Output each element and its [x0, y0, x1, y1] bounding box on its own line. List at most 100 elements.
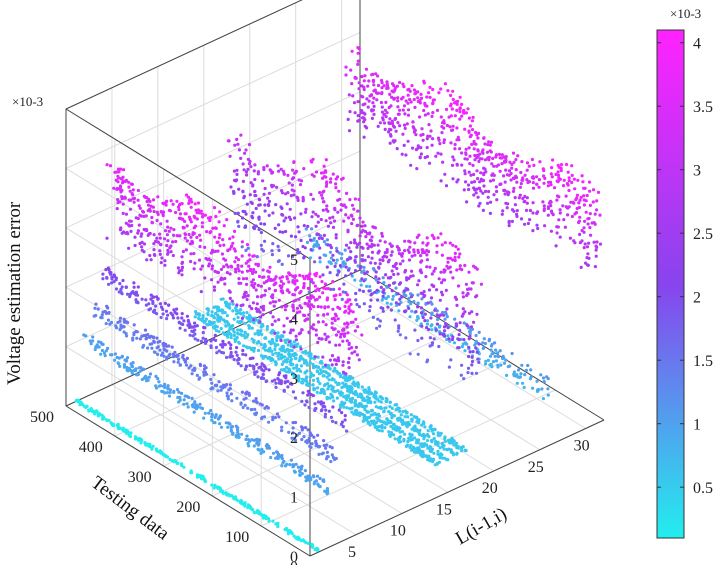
data-point: [245, 269, 250, 273]
data-point: [474, 346, 478, 350]
data-point: [555, 198, 559, 202]
data-point: [357, 305, 361, 309]
data-point: [301, 274, 305, 278]
data-point: [185, 239, 189, 243]
data-point: [271, 242, 275, 246]
data-point: [531, 201, 535, 205]
data-point: [337, 269, 341, 273]
data-point: [344, 65, 348, 69]
data-point: [416, 283, 420, 287]
data-point: [463, 263, 467, 268]
data-point: [228, 306, 232, 310]
data-point: [403, 415, 407, 419]
data-point: [236, 142, 240, 146]
data-point: [346, 298, 350, 302]
data-point: [196, 338, 200, 342]
data-point: [375, 91, 379, 95]
data-point: [432, 436, 436, 441]
data-point: [186, 195, 191, 199]
data-point: [416, 96, 420, 100]
data-point: [322, 175, 326, 179]
data-point: [125, 356, 130, 360]
data-point: [434, 328, 438, 332]
z-tick-label: 0: [290, 549, 298, 565]
data-point: [114, 287, 119, 291]
data-point: [455, 102, 459, 106]
data-point: [430, 272, 434, 276]
data-point: [204, 366, 208, 370]
data-point: [180, 265, 184, 270]
y-tick-label: 0: [290, 559, 298, 565]
data-point: [556, 225, 560, 229]
data-point: [451, 243, 455, 247]
data-point: [233, 267, 238, 271]
data-point: [178, 212, 183, 216]
data-point: [567, 179, 571, 183]
data-point: [562, 178, 566, 182]
data-point: [233, 260, 237, 264]
data-point: [483, 142, 487, 146]
data-point: [183, 236, 187, 240]
data-point: [507, 191, 511, 195]
data-point: [403, 289, 407, 293]
data-point: [296, 465, 300, 469]
data-point: [180, 316, 184, 320]
data-point: [267, 287, 271, 291]
data-point: [394, 286, 398, 290]
data-point: [493, 341, 497, 345]
data-point: [382, 288, 386, 292]
data-point: [184, 193, 189, 197]
data-point: [120, 285, 124, 289]
data-point: [347, 216, 351, 220]
data-point: [503, 159, 507, 163]
data-point: [324, 446, 328, 450]
data-point: [325, 375, 329, 379]
data-point: [118, 364, 122, 368]
data-point: [252, 510, 257, 515]
data-point: [219, 267, 224, 271]
data-point: [215, 240, 219, 244]
data-point: [348, 309, 353, 313]
data-point: [175, 353, 179, 357]
data-point: [413, 128, 417, 132]
grid-line: [65, 210, 361, 348]
z-tick-label: 1: [290, 490, 298, 507]
data-point: [169, 250, 173, 254]
data-point: [252, 349, 256, 353]
data-point: [308, 351, 312, 355]
data-point: [494, 359, 498, 363]
data-point: [262, 415, 267, 419]
data-point: [256, 283, 260, 287]
data-point: [308, 234, 312, 238]
data-point: [425, 439, 430, 443]
data-point: [348, 110, 352, 114]
data-point: [221, 297, 225, 301]
data-point: [181, 353, 185, 357]
data-point: [302, 224, 306, 228]
data-point: [445, 264, 449, 268]
data-point: [226, 397, 230, 401]
data-point: [291, 362, 295, 367]
data-point: [549, 183, 553, 187]
data-point: [102, 351, 106, 355]
grid-line: [111, 384, 357, 536]
data-point: [283, 380, 287, 384]
data-point: [347, 366, 351, 370]
data-point: [351, 396, 355, 401]
data-point: [276, 521, 280, 525]
data-point: [204, 317, 208, 321]
data-point: [492, 173, 496, 177]
data-point: [362, 269, 366, 273]
data-point: [313, 289, 318, 293]
data-point: [338, 264, 342, 268]
data-point: [392, 83, 396, 88]
data-point: [230, 425, 234, 429]
data-point: [285, 288, 289, 292]
data-point: [158, 242, 163, 247]
data-point: [592, 240, 596, 244]
data-point: [458, 110, 462, 114]
data-point: [325, 204, 329, 208]
data-point: [156, 297, 160, 301]
data-point: [460, 163, 464, 167]
data-point: [582, 203, 587, 207]
